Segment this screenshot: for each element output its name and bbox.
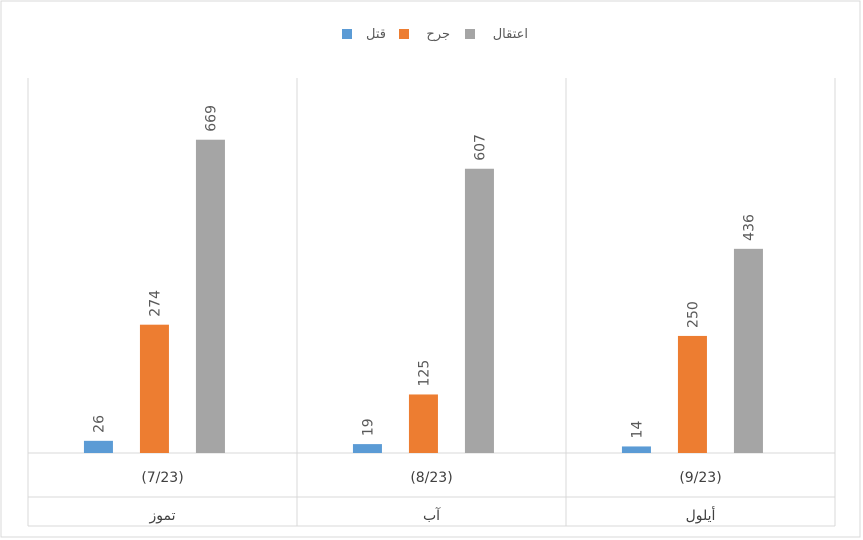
data-label-2-1: 274 (147, 290, 163, 317)
data-label-1-3: 14 (629, 421, 645, 439)
data-label-2-3: 250 (685, 301, 701, 328)
bar-2-2 (408, 394, 438, 453)
bar-1-1 (83, 440, 113, 453)
category-month-1: تموز (149, 508, 176, 524)
bar-1-3 (621, 446, 651, 453)
category-labels: (7/23) تموز (8/23) آب (9/23) أيلول (28, 470, 835, 527)
bar-3-3 (733, 248, 763, 453)
bar-2-1 (139, 324, 169, 453)
bar-2-3 (677, 335, 707, 453)
category-period-2: (8/23) (410, 470, 452, 486)
category-period-3: (9/23) (679, 470, 721, 486)
bars (83, 139, 763, 453)
data-label-2-2: 125 (416, 360, 432, 387)
category-month-2: آب (423, 507, 441, 524)
legend: قتل جرح اعتقال (342, 27, 528, 42)
data-labels: 26 274 669 19 125 607 14 250 436 (91, 105, 757, 438)
bar-1-2 (352, 444, 382, 453)
legend-label-3: اعتقال (493, 27, 528, 42)
category-period-1: (7/23) (141, 470, 183, 486)
data-label-3-2: 607 (472, 134, 488, 161)
legend-swatch-1 (342, 29, 352, 39)
bar-3-1 (195, 139, 225, 453)
legend-label-2: جرح (426, 27, 450, 42)
category-month-3: أيلول (686, 506, 716, 524)
legend-swatch-3 (465, 29, 475, 39)
legend-label-1: قتل (366, 27, 386, 42)
data-label-3-1: 669 (203, 105, 219, 132)
data-label-1-2: 19 (360, 418, 376, 436)
legend-swatch-2 (399, 29, 409, 39)
data-label-3-3: 436 (741, 214, 757, 241)
bar-3-2 (464, 168, 494, 453)
data-label-1-1: 26 (91, 415, 107, 433)
